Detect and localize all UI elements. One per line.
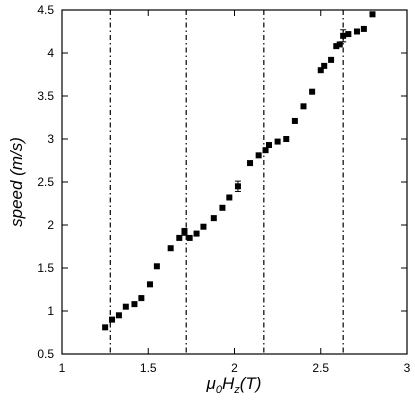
data-points [102,11,376,331]
data-point [309,88,316,95]
data-point [333,43,340,50]
data-point [131,301,138,308]
data-point [345,31,352,38]
data-point [274,138,281,145]
data-point [176,234,183,241]
data-point [226,194,233,201]
y-tick-label: 4.5 [37,3,54,17]
x-tick-label: 2 [231,361,238,375]
data-point [360,25,367,32]
data-point [122,303,129,310]
plot-frame [61,9,408,355]
data-point [353,28,360,35]
data-point [138,295,145,302]
vertical-reference-lines [109,10,344,354]
x-tick-labels: 1 1.5 2 2.5 3 [59,361,411,375]
data-point [262,147,269,154]
data-point [153,263,160,270]
data-point [317,67,324,74]
data-point [200,223,207,230]
y-tick-label: 1 [47,304,54,318]
x-tick-label: 1 [59,361,66,375]
y-tick-label: 3 [47,132,54,146]
y-tick-label: 4 [47,46,54,60]
x-tick-label: 2.5 [312,361,329,375]
x-tick-label: 1.5 [140,361,157,375]
data-point [300,103,307,110]
y-tick-label: 3.5 [37,89,54,103]
data-point [181,228,188,235]
y-axis-title: speed (m/s) [7,137,26,227]
data-point [369,11,376,18]
data-point [247,160,254,167]
axis-ticks [61,9,408,355]
x-axis-title-mid-sub: z [233,384,240,396]
y-tick-label: 2.5 [37,175,54,189]
data-point [328,56,335,63]
x-axis-title-base: μ [206,374,217,393]
y-tick-labels: 0.5 1 1.5 2 2.5 3 3.5 4 4.5 [37,3,54,361]
data-point [219,204,226,211]
data-point [186,234,193,241]
x-axis-title-rest: (T) [240,374,262,393]
data-point [115,312,122,319]
data-point [336,41,343,48]
y-tick-label: 2 [47,218,54,232]
data-point [210,215,217,222]
data-point [234,183,241,190]
data-point [266,142,272,149]
data-point [102,324,109,331]
x-tick-label: 3 [404,361,411,375]
data-point [146,281,153,288]
data-point [340,32,347,39]
x-axis-title: μ0Hz(T) [206,374,262,396]
data-point [255,152,262,159]
data-point [109,316,116,323]
y-tick-label: 0.5 [37,347,54,361]
data-point [283,136,290,142]
data-point [193,230,200,237]
y-tick-label: 1.5 [37,261,54,275]
data-point [291,117,298,124]
data-point [167,245,174,252]
data-point [321,62,328,69]
x-axis-title-mid: H [222,374,235,393]
x-axis-title-base-sub: 0 [216,384,223,396]
